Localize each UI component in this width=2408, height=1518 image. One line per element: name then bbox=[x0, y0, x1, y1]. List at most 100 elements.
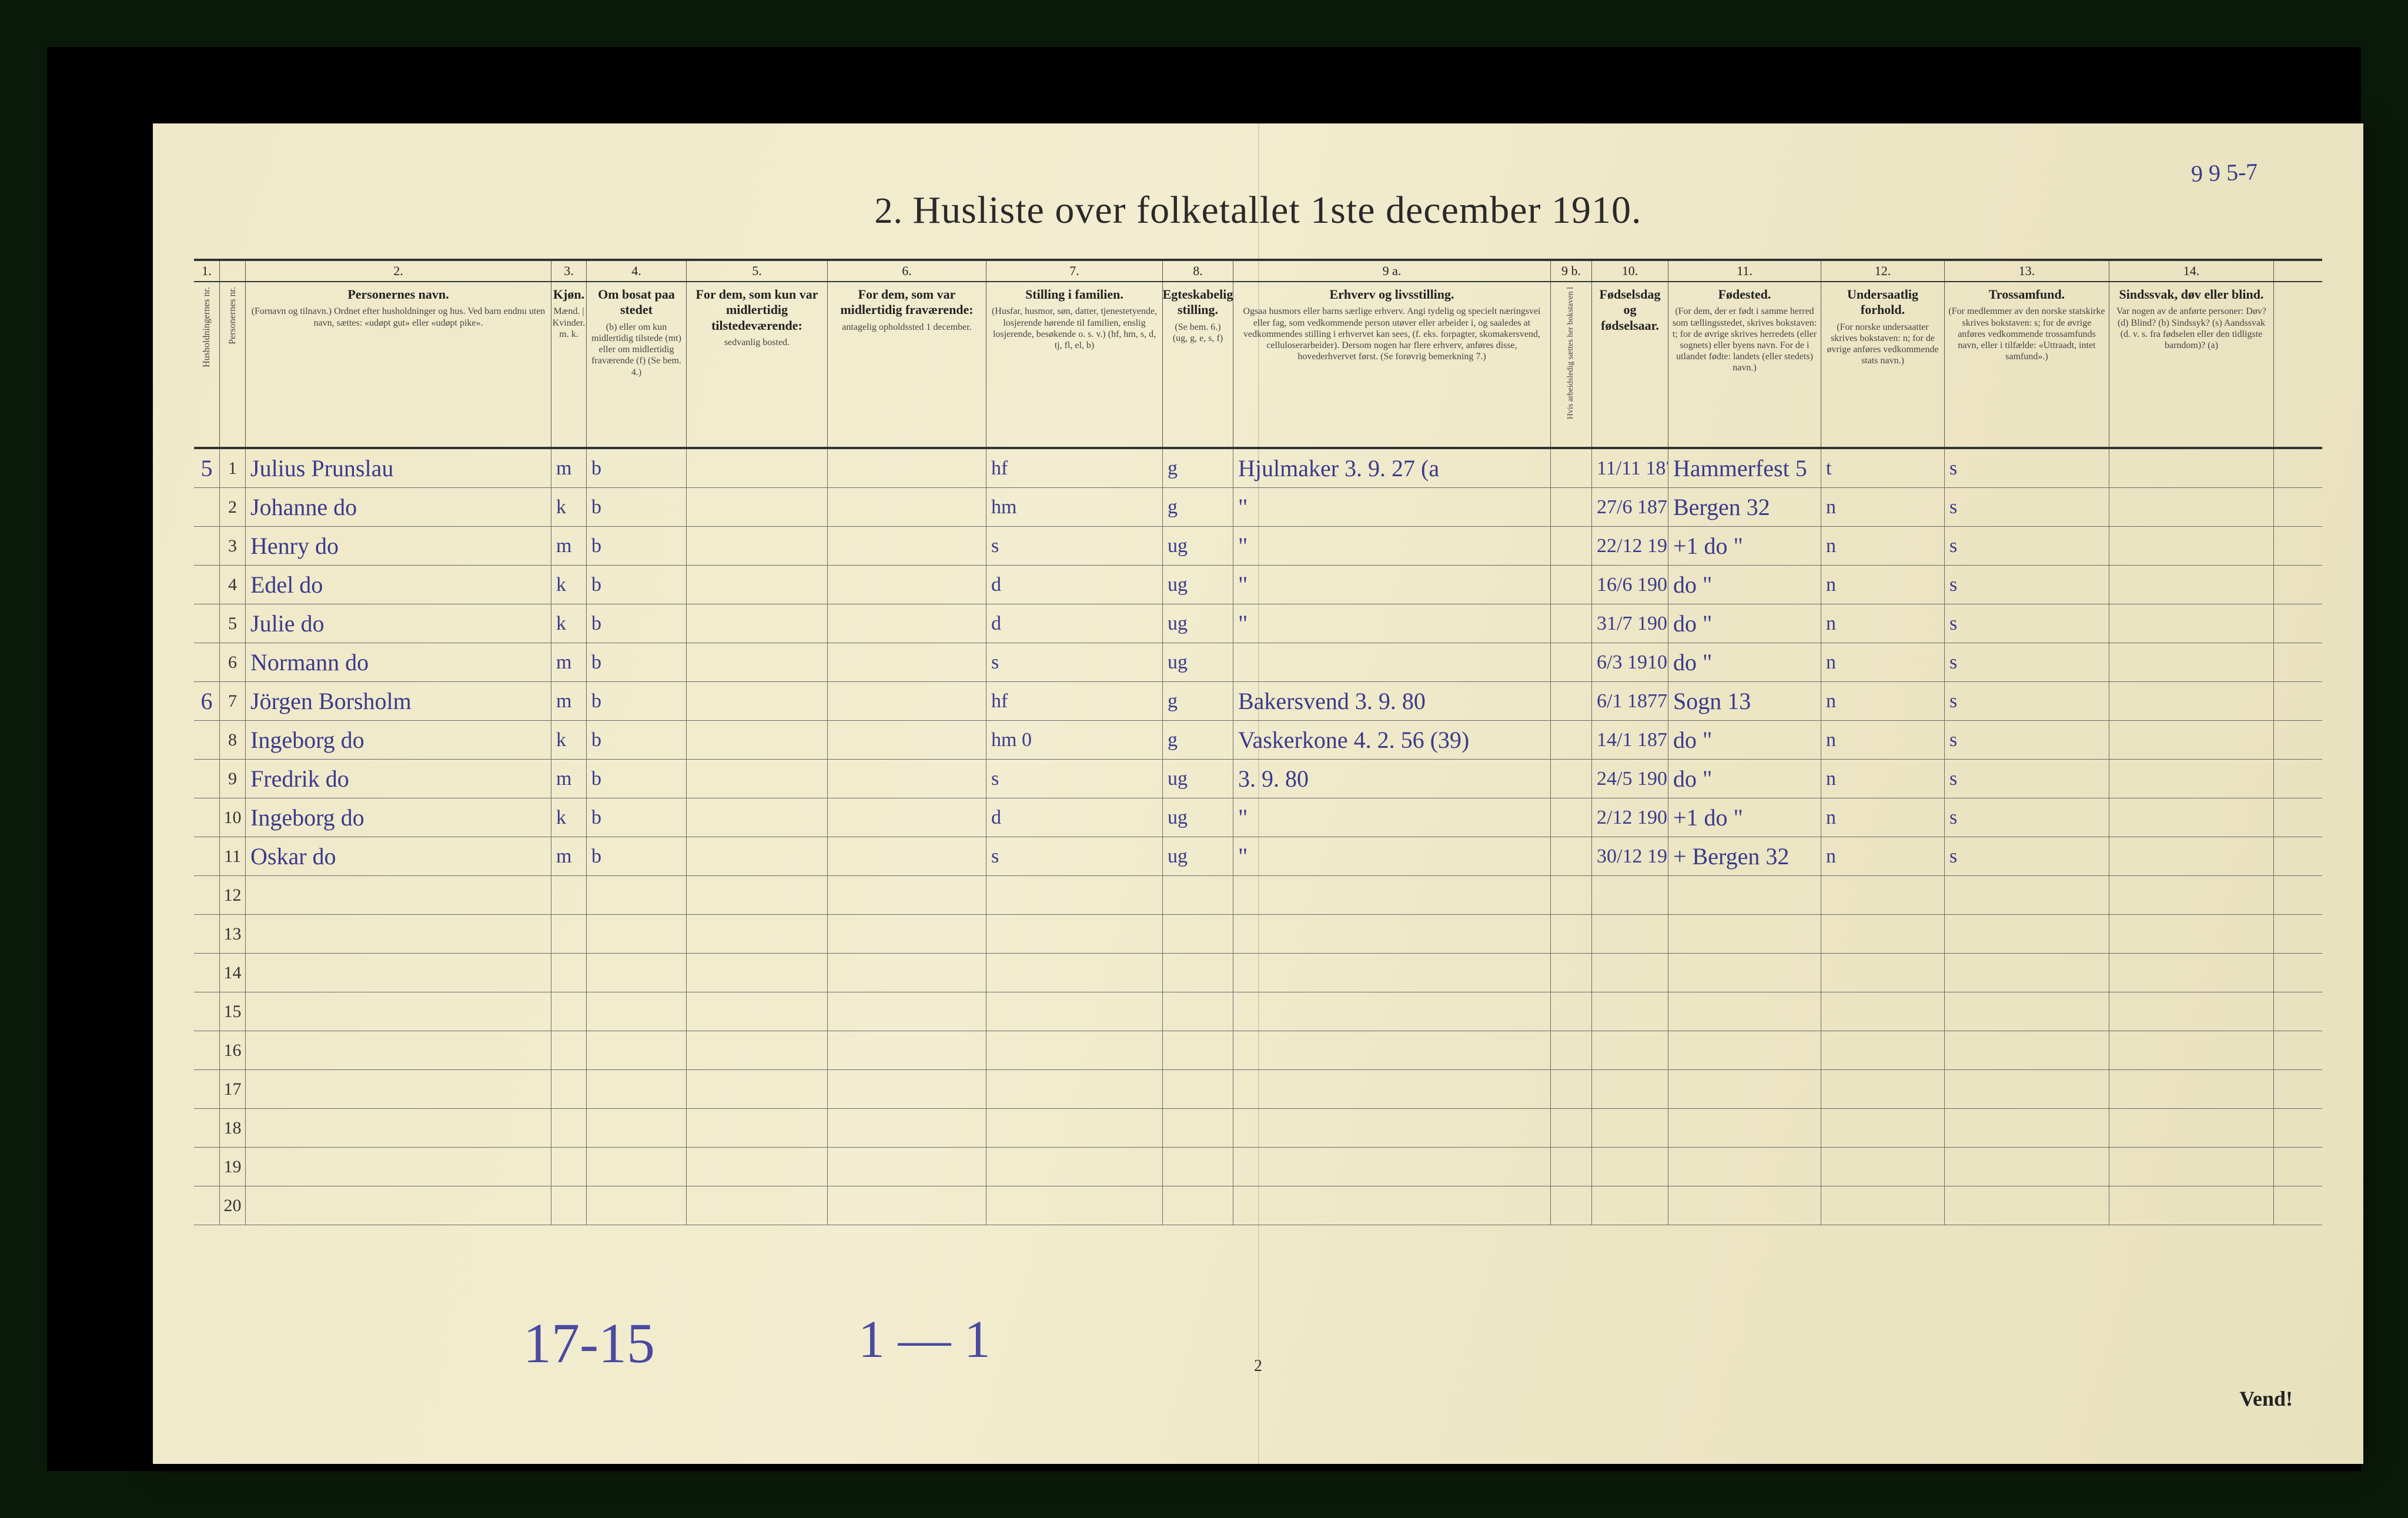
cell-person-nr: 7 bbox=[220, 682, 246, 720]
cell-person-nr: 10 bbox=[220, 798, 246, 837]
cell-birth bbox=[1592, 1031, 1668, 1069]
cell-person-nr: 20 bbox=[220, 1186, 246, 1225]
cell-household-nr bbox=[194, 604, 220, 643]
cell-household-nr bbox=[194, 527, 220, 565]
cell-temp-absent bbox=[828, 915, 986, 953]
cell-birthplace: do " bbox=[1668, 566, 1821, 604]
cell-marital bbox=[1163, 992, 1233, 1031]
cell-person-nr: 12 bbox=[220, 876, 246, 914]
cell-nationality bbox=[1821, 1109, 1945, 1147]
cell-marital bbox=[1163, 954, 1233, 992]
cell-religion bbox=[1945, 1031, 2109, 1069]
cell-birth bbox=[1592, 1070, 1668, 1108]
cell-unemployed bbox=[1551, 721, 1592, 759]
cell-nationality bbox=[1821, 1031, 1945, 1069]
cell-occupation bbox=[1233, 915, 1551, 953]
cell-temp-absent bbox=[828, 760, 986, 798]
cell-birthplace bbox=[1668, 1148, 1821, 1186]
cell-occupation: Bakersvend 3. 9. 80 bbox=[1233, 682, 1551, 720]
colnum-11: 11. bbox=[1668, 261, 1821, 281]
cell-sex: k bbox=[551, 604, 587, 643]
cell-birth: 11/11 1872 bbox=[1592, 449, 1668, 487]
cell-residence: b bbox=[587, 449, 687, 487]
cell-household-nr bbox=[194, 643, 220, 681]
cell-disability bbox=[2109, 527, 2274, 565]
cell-religion: s bbox=[1945, 566, 2109, 604]
cell-family-pos bbox=[986, 1186, 1163, 1225]
table-row: 13 bbox=[194, 915, 2322, 954]
cell-religion: s bbox=[1945, 527, 2109, 565]
cell-religion bbox=[1945, 954, 2109, 992]
cell-sex: k bbox=[551, 566, 587, 604]
cell-birthplace: do " bbox=[1668, 721, 1821, 759]
hdr-9a: Erhverv og livsstilling.Ogsaa husmors el… bbox=[1233, 282, 1551, 447]
cell-birthplace: +1 do " bbox=[1668, 527, 1821, 565]
table-row: 9Fredrik dombsug3. 9. 8024/5 1900do "ns bbox=[194, 760, 2322, 798]
cell-occupation: " bbox=[1233, 566, 1551, 604]
cell-family-pos bbox=[986, 1109, 1163, 1147]
cell-religion: s bbox=[1945, 721, 2109, 759]
cell-family-pos: d bbox=[986, 798, 1163, 837]
cell-sex: m bbox=[551, 760, 587, 798]
scan-frame: 9 9 5-7 2. Husliste over folketallet 1st… bbox=[47, 47, 2361, 1471]
cell-birthplace bbox=[1668, 1031, 1821, 1069]
cell-residence: b bbox=[587, 643, 687, 681]
colnum-9b: 9 b. bbox=[1551, 261, 1592, 281]
table-row: 15 bbox=[194, 992, 2322, 1031]
cell-birth bbox=[1592, 876, 1668, 914]
footer-tally-2: 1 — 1 bbox=[858, 1309, 991, 1370]
cell-household-nr bbox=[194, 760, 220, 798]
cell-temp-absent bbox=[828, 527, 986, 565]
cell-unemployed bbox=[1551, 1186, 1592, 1225]
cell-marital bbox=[1163, 1109, 1233, 1147]
cell-residence bbox=[587, 1070, 687, 1108]
cell-birthplace: Bergen 32 bbox=[1668, 488, 1821, 526]
hdr-14: Sindssvak, døv eller blind.Var nogen av … bbox=[2109, 282, 2274, 447]
cell-occupation: " bbox=[1233, 527, 1551, 565]
table-row: 2Johanne dokbhmg"27/6 1876Bergen 32ns bbox=[194, 488, 2322, 527]
cell-person-nr: 6 bbox=[220, 643, 246, 681]
cell-residence bbox=[587, 1148, 687, 1186]
cell-sex: m bbox=[551, 449, 587, 487]
cell-marital: ug bbox=[1163, 566, 1233, 604]
cell-household-nr bbox=[194, 1070, 220, 1108]
cell-residence bbox=[587, 992, 687, 1031]
cell-sex bbox=[551, 1070, 587, 1108]
ledger-page: 9 9 5-7 2. Husliste over folketallet 1st… bbox=[153, 123, 2363, 1464]
cell-person-nr: 13 bbox=[220, 915, 246, 953]
cell-person-nr: 16 bbox=[220, 1031, 246, 1069]
cell-name bbox=[246, 1070, 551, 1108]
cell-nationality: n bbox=[1821, 604, 1945, 643]
cell-name bbox=[246, 954, 551, 992]
colnum-1b bbox=[220, 261, 246, 281]
cell-person-nr: 3 bbox=[220, 527, 246, 565]
cell-occupation: 3. 9. 80 bbox=[1233, 760, 1551, 798]
colnum-10: 10. bbox=[1592, 261, 1668, 281]
ledger-table: 1. 2. 3. 4. 5. 6. 7. 8. 9 a. 9 b. 10. 11… bbox=[194, 259, 2322, 1225]
cell-temp-absent bbox=[828, 1148, 986, 1186]
hdr-10: Fødselsdag og fødselsaar. bbox=[1592, 282, 1668, 447]
cell-nationality bbox=[1821, 954, 1945, 992]
table-row: 16 bbox=[194, 1031, 2322, 1070]
cell-disability bbox=[2109, 915, 2274, 953]
cell-disability bbox=[2109, 1031, 2274, 1069]
page-title: 2. Husliste over folketallet 1ste decemb… bbox=[153, 188, 2363, 233]
cell-temp-absent bbox=[828, 1031, 986, 1069]
cell-family-pos bbox=[986, 992, 1163, 1031]
cell-religion bbox=[1945, 876, 2109, 914]
cell-marital: ug bbox=[1163, 798, 1233, 837]
colnum-3: 3. bbox=[551, 261, 587, 281]
cell-occupation bbox=[1233, 1031, 1551, 1069]
cell-sex bbox=[551, 1148, 587, 1186]
cell-sex bbox=[551, 954, 587, 992]
cell-religion bbox=[1945, 992, 2109, 1031]
cell-family-pos bbox=[986, 1148, 1163, 1186]
cell-occupation: " bbox=[1233, 798, 1551, 837]
cell-birthplace: +1 do " bbox=[1668, 798, 1821, 837]
colnum-14: 14. bbox=[2109, 261, 2274, 281]
cell-household-nr: 6 bbox=[194, 682, 220, 720]
cell-marital bbox=[1163, 1148, 1233, 1186]
cell-birthplace bbox=[1668, 876, 1821, 914]
cell-marital: ug bbox=[1163, 837, 1233, 875]
cell-name bbox=[246, 876, 551, 914]
